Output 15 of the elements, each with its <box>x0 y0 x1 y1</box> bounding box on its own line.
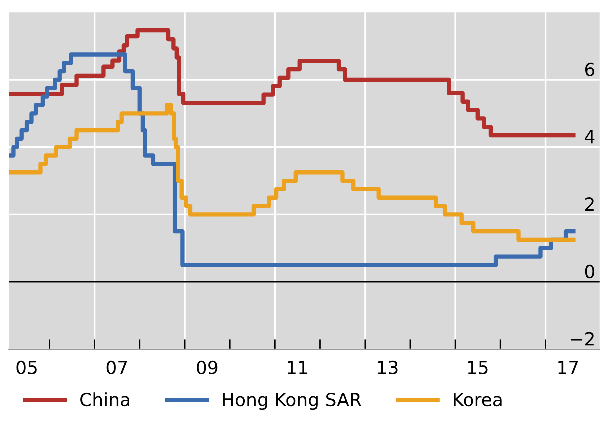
x-tick-label: 15 <box>468 361 488 375</box>
x-tick-label: 07 <box>106 360 128 375</box>
legend-label: Hong Kong SAR <box>223 392 362 410</box>
x-tick-label: 13 <box>378 360 398 375</box>
x-tick-label: 05 <box>16 360 37 375</box>
y-tick-label: 2 <box>586 198 594 211</box>
x-tick-label: 09 <box>197 360 218 375</box>
y-tick-label: −2 <box>570 332 594 346</box>
legend-label: China <box>80 392 130 407</box>
x-tick-label: 11 <box>288 361 308 374</box>
y-tick-label: 6 <box>585 62 595 76</box>
x-tick-label: 17 <box>558 361 578 374</box>
y-tick-label: 0 <box>585 264 594 279</box>
y-tick-label: 4 <box>585 130 595 144</box>
legend-label: Korea <box>454 393 502 407</box>
